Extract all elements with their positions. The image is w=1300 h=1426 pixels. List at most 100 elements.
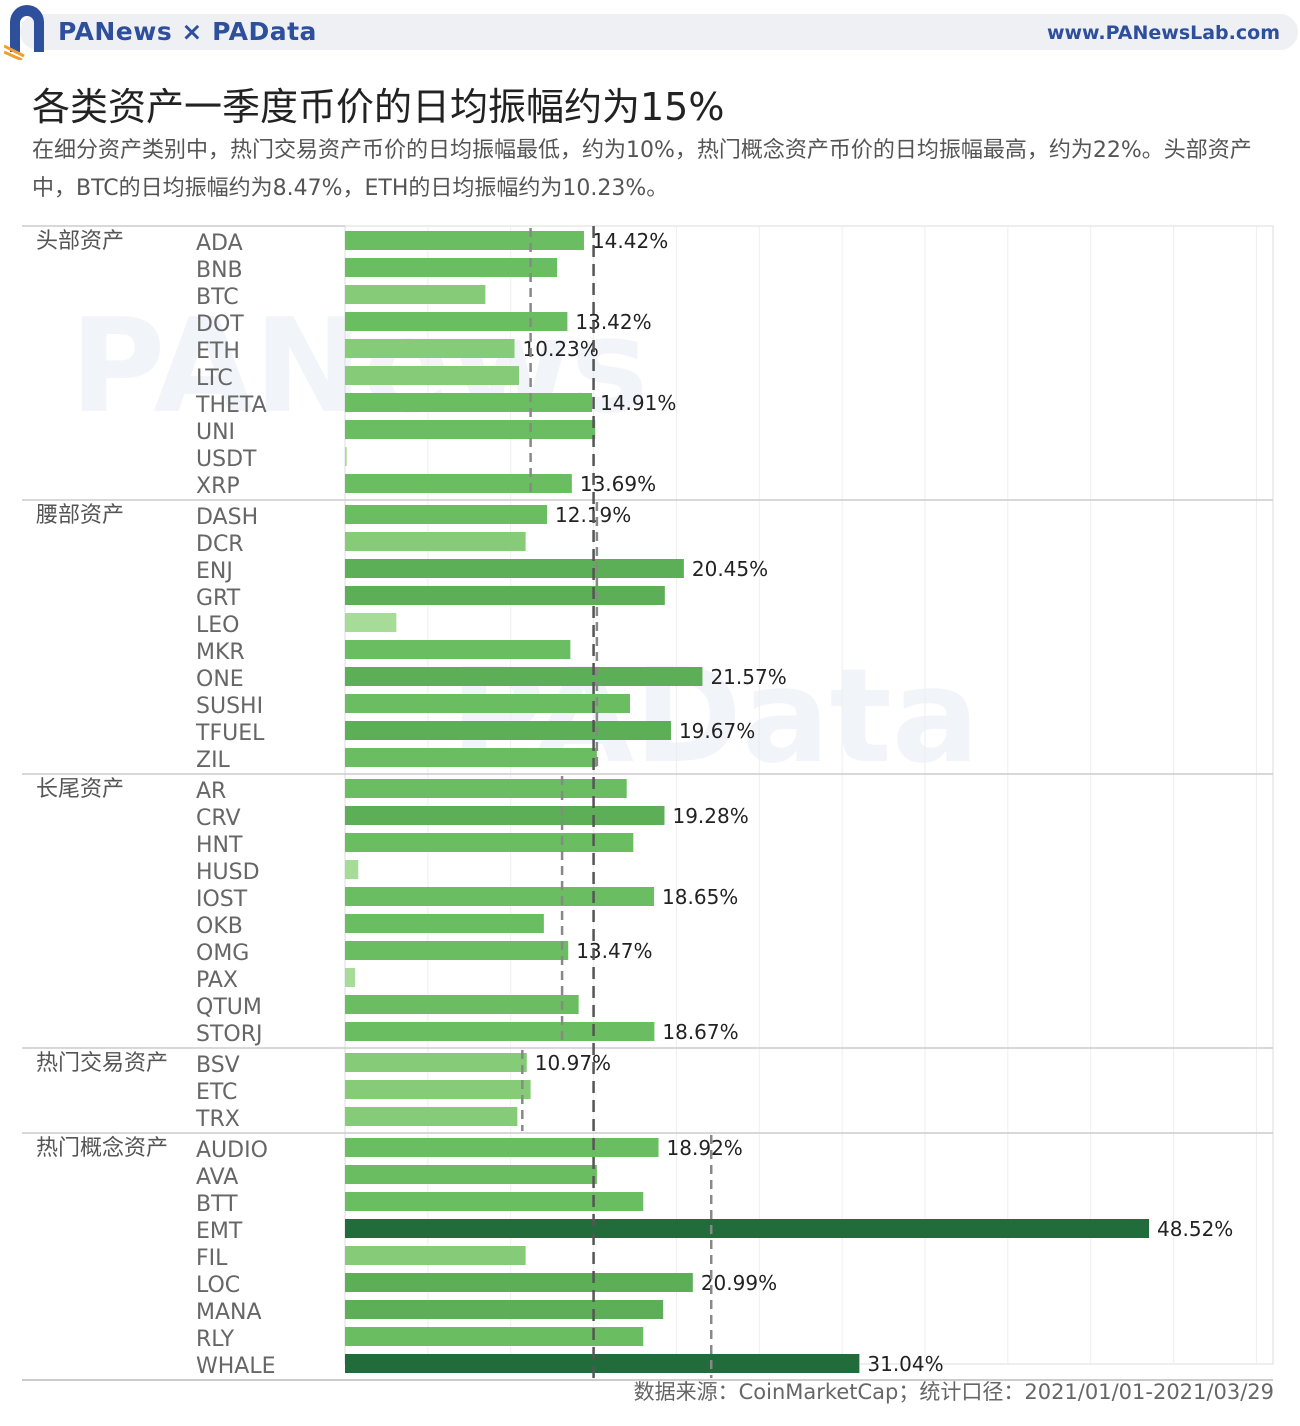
- category-label: IOST: [196, 887, 248, 912]
- bar: [345, 1354, 860, 1373]
- category-label: TFUEL: [195, 721, 265, 746]
- data-label: 18.92%: [667, 1136, 743, 1160]
- group-label: 热门概念资产: [36, 1136, 168, 1161]
- category-label: AVA: [196, 1165, 238, 1190]
- category-label: BNB: [196, 258, 243, 283]
- bar: [345, 505, 548, 524]
- category-label: FIL: [196, 1246, 228, 1271]
- category-label: DCR: [196, 532, 244, 557]
- bar: [345, 941, 569, 960]
- category-label: CRV: [196, 806, 241, 831]
- category-label: HNT: [196, 833, 243, 858]
- group-label: 热门交易资产: [36, 1051, 168, 1076]
- page-subtitle: 在细分资产类别中，热门交易资产币价的日均振幅最低，约为10%，热门概念资产币价的…: [32, 138, 1252, 201]
- bar: [345, 1300, 664, 1319]
- category-label: MANA: [196, 1300, 262, 1325]
- category-label: EMT: [196, 1219, 243, 1244]
- category-label: BSV: [196, 1053, 240, 1078]
- data-label: 48.52%: [1157, 1217, 1233, 1241]
- category-label: LOC: [196, 1273, 240, 1298]
- bar: [345, 1080, 531, 1099]
- bar: [345, 1107, 518, 1126]
- bar: [345, 1165, 597, 1184]
- data-label: 14.91%: [600, 391, 676, 415]
- bar: [345, 1273, 693, 1292]
- bar: [345, 779, 627, 798]
- category-label: LEO: [196, 613, 239, 638]
- category-label: HUSD: [196, 860, 260, 885]
- website-url: www.PANewsLab.com: [1046, 22, 1280, 44]
- category-label: DASH: [196, 505, 258, 530]
- data-label: 21.57%: [710, 665, 786, 689]
- category-label: ZIL: [196, 748, 231, 773]
- category-label: ENJ: [196, 559, 233, 584]
- bar: [345, 995, 579, 1014]
- data-label: 20.99%: [701, 1271, 777, 1295]
- group-label: 长尾资产: [36, 777, 124, 802]
- category-label: TRX: [195, 1107, 240, 1132]
- category-label: PAX: [196, 968, 238, 993]
- bar: [345, 366, 519, 385]
- bar: [345, 339, 515, 358]
- category-label: ONE: [196, 667, 244, 692]
- bar: [345, 613, 397, 632]
- category-label: OMG: [196, 941, 249, 966]
- bar: [345, 312, 568, 331]
- bar: [345, 694, 631, 713]
- data-label: 18.65%: [662, 885, 738, 909]
- bar: [345, 640, 571, 659]
- bar: [345, 806, 665, 825]
- bar: [345, 667, 703, 686]
- bar: [345, 833, 634, 852]
- brand-title: PANews × PAData: [58, 17, 317, 46]
- category-label: WHALE: [196, 1354, 276, 1379]
- category-label: OKB: [196, 914, 243, 939]
- category-label: BTC: [196, 285, 239, 310]
- group-label: 头部资产: [36, 229, 124, 254]
- category-label: UNI: [196, 420, 235, 445]
- category-label: ADA: [196, 231, 243, 256]
- data-label: 20.45%: [692, 557, 768, 581]
- category-label: QTUM: [196, 995, 262, 1020]
- header-band: [20, 14, 1298, 50]
- bar: [345, 1022, 655, 1041]
- group-label: 腰部资产: [36, 503, 124, 528]
- category-label: BTT: [196, 1192, 238, 1217]
- bar: [345, 1138, 659, 1157]
- category-label: DOT: [196, 312, 244, 337]
- page-title: 各类资产一季度币价的日均振幅约为15%: [32, 85, 725, 129]
- header-bar: PANews × PAData www.PANewsLab.com: [0, 0, 1300, 62]
- category-label: USDT: [196, 447, 257, 472]
- bar: [345, 393, 593, 412]
- data-label: 18.67%: [662, 1020, 738, 1044]
- category-label: ETH: [196, 339, 240, 364]
- data-source-note: 数据来源：CoinMarketCap；统计口径：2021/01/01-2021/…: [633, 1380, 1274, 1404]
- bar: [345, 914, 544, 933]
- category-label: AR: [196, 779, 226, 804]
- category-label: GRT: [196, 586, 241, 611]
- bar: [345, 258, 558, 277]
- data-label: 13.69%: [580, 472, 656, 496]
- panews-logo-icon: [4, 5, 44, 60]
- category-label: STORJ: [196, 1022, 263, 1047]
- category-label: MKR: [196, 640, 245, 665]
- bar: [345, 285, 486, 304]
- category-label: ETC: [196, 1080, 237, 1105]
- bar: [345, 532, 526, 551]
- bar: [345, 887, 655, 906]
- bar: [345, 1192, 644, 1211]
- data-label: 19.28%: [672, 804, 748, 828]
- bar: [345, 968, 355, 987]
- bar: [345, 1246, 526, 1265]
- bar: [345, 559, 684, 578]
- category-label: THETA: [195, 393, 267, 418]
- data-label: 31.04%: [867, 1352, 943, 1376]
- bar: [345, 447, 347, 466]
- category-label: XRP: [196, 474, 240, 499]
- category-label: RLY: [196, 1327, 235, 1352]
- bar: [345, 860, 359, 879]
- bar: [345, 231, 584, 250]
- bar: [345, 748, 597, 767]
- data-label: 10.97%: [535, 1051, 611, 1075]
